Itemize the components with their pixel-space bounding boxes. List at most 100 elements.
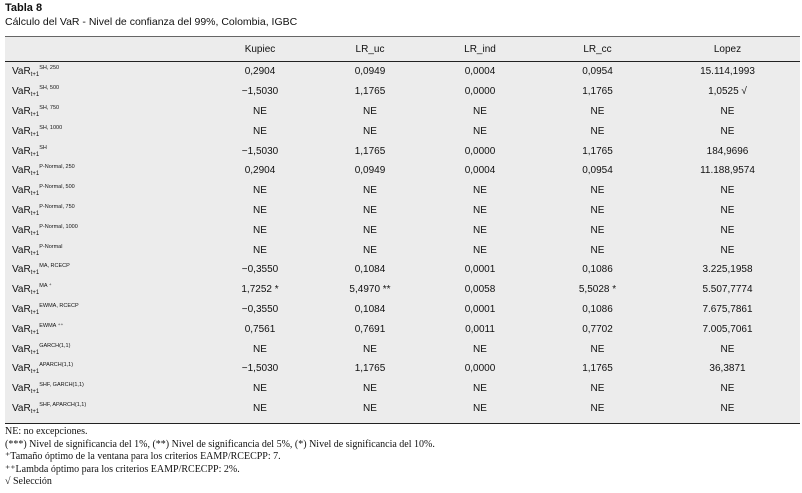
table-cell: 0,0000 bbox=[464, 363, 496, 375]
table-cell: 0,7561 bbox=[244, 323, 276, 335]
table-cell: 5,5028 * bbox=[578, 284, 617, 296]
row-label-base: VaR bbox=[12, 185, 31, 197]
row-label-sub: t+1 bbox=[30, 72, 40, 79]
table-cell: 0,0001 bbox=[464, 303, 496, 315]
table-cell: 0,2904 bbox=[244, 66, 276, 78]
row-label: VaRt+1EWMA, RCECP bbox=[5, 300, 200, 320]
table-cell: NE bbox=[590, 125, 605, 137]
table-cell: 3.225,1958 bbox=[702, 264, 753, 276]
table-cell: 0,7702 bbox=[582, 323, 613, 335]
note-line: √ Selección bbox=[5, 476, 52, 487]
row-label-sup: P-Normal, 250 bbox=[39, 164, 75, 171]
row-label-base: VaR bbox=[12, 363, 31, 375]
row-label: VaRt+1P-Normal, 750 bbox=[5, 201, 200, 221]
table-notes: NE: no excepciones. (***) Nivel de signif… bbox=[5, 426, 435, 489]
table-cell: 0,0000 bbox=[464, 86, 496, 98]
row-label-sup: SHF, GARCH(1,1) bbox=[39, 382, 84, 389]
table-cell: 0,1086 bbox=[582, 264, 613, 276]
row-label-base: VaR bbox=[12, 402, 31, 414]
table-row: VaRt+1SHF, GARCH(1,1) NE NE NE NE NE bbox=[5, 379, 800, 399]
table-cell: NE bbox=[473, 185, 487, 197]
table-cell: NE bbox=[590, 105, 605, 117]
note-line: ⁺⁺Lambda óptimo para los criterios EAMP/… bbox=[5, 463, 240, 475]
table-cell: 5,4970 ** bbox=[349, 284, 391, 296]
table-cell: NE bbox=[720, 105, 735, 117]
row-label: VaRt+1SH, 750 bbox=[5, 102, 200, 122]
table-row: VaRt+1P-Normal NE NE NE NE NE bbox=[5, 240, 800, 260]
row-label-sub: t+1 bbox=[30, 369, 40, 376]
table-cell: 0,0949 bbox=[354, 66, 386, 78]
var-table: Kupiec LR_uc LR_ind LR_cc Lopez VaRt+1SH, 25… bbox=[5, 37, 800, 418]
row-label-base: VaR bbox=[12, 224, 31, 236]
table-cell: −1,5030 bbox=[241, 363, 279, 375]
column-header: LR_ind bbox=[420, 37, 540, 62]
row-label-sub: t+1 bbox=[30, 329, 40, 336]
row-label-sub: t+1 bbox=[30, 290, 40, 297]
table-cell: NE bbox=[720, 224, 735, 236]
table-cell: NE bbox=[253, 383, 267, 395]
row-label: VaRt+1SH, 1000 bbox=[5, 121, 200, 141]
table-cell: 0,0949 bbox=[354, 165, 386, 177]
row-label-sub: t+1 bbox=[30, 250, 40, 257]
column-header: Kupiec bbox=[200, 37, 320, 62]
row-label-base: VaR bbox=[12, 244, 31, 256]
table-cell: NE bbox=[363, 224, 377, 236]
row-label: VaRt+1EWMA ⁺⁺ bbox=[5, 319, 200, 339]
row-label: VaRt+1MA ⁺ bbox=[5, 280, 200, 300]
table-cell: 0,1086 bbox=[582, 303, 613, 315]
table-cell: 0,0011 bbox=[465, 323, 495, 335]
row-label: VaRt+1P-Normal bbox=[5, 240, 200, 260]
table-cell: 1,1765 bbox=[354, 145, 386, 157]
row-label-base: VaR bbox=[12, 383, 31, 395]
row-label-sup: EWMA ⁺⁺ bbox=[39, 322, 64, 329]
table-cell: −0,3550 bbox=[241, 264, 279, 276]
table-cell: NE bbox=[720, 244, 735, 256]
table-cell: NE bbox=[473, 244, 487, 256]
table-cell: 1,7252 * bbox=[241, 284, 279, 296]
table-cell: NE bbox=[720, 185, 735, 197]
table-cell: NE bbox=[253, 244, 267, 256]
table-row: VaRt+1GARCH(1,1) NE NE NE NE NE bbox=[5, 339, 800, 359]
table-row: VaRt+1SH, 250 0,2904 0,0949 0,0004 0,0954 15.… bbox=[5, 62, 800, 82]
var-table-container: Kupiec LR_uc LR_ind LR_cc Lopez VaRt+1SH, 25… bbox=[5, 36, 800, 424]
row-label-sup: P-Normal, 500 bbox=[39, 184, 75, 191]
table-cell: −0,3550 bbox=[241, 303, 279, 315]
table-row: VaRt+1MA ⁺ 1,7252 * 5,4970 ** 0,0058 5,5028 … bbox=[5, 280, 800, 300]
table-cell: NE bbox=[363, 185, 377, 197]
table-cell: NE bbox=[473, 204, 487, 216]
header-row: Kupiec LR_uc LR_ind LR_cc Lopez bbox=[5, 37, 800, 62]
table-cell: NE bbox=[590, 402, 605, 414]
row-label-base: VaR bbox=[12, 86, 31, 98]
table-cell: 0,1084 bbox=[354, 264, 386, 276]
row-label-sup: SH bbox=[39, 144, 47, 151]
row-label: VaRt+1SH bbox=[5, 141, 200, 161]
table-cell: NE bbox=[590, 343, 605, 355]
table-subtitle: Cálculo del VaR - Nivel de confianza del… bbox=[5, 16, 298, 28]
row-label: VaRt+1P-Normal, 250 bbox=[5, 161, 200, 181]
row-label-base: VaR bbox=[12, 125, 31, 137]
row-label-sup: EWMA, RCECP bbox=[39, 302, 79, 309]
row-label: VaRt+1P-Normal, 500 bbox=[5, 181, 200, 201]
table-row: VaRt+1EWMA, RCECP −0,3550 0,1084 0,0001 0,10… bbox=[5, 300, 800, 320]
table-cell: 0,0004 bbox=[464, 165, 496, 177]
table-cell: NE bbox=[363, 402, 377, 414]
table-cell: NE bbox=[473, 105, 487, 117]
table-row: VaRt+1SH, 1000 NE NE NE NE NE bbox=[5, 121, 800, 141]
table-cell: NE bbox=[473, 224, 487, 236]
row-label-sub: t+1 bbox=[30, 151, 40, 158]
table-cell: NE bbox=[473, 402, 487, 414]
table-cell: 1,1765 bbox=[582, 145, 613, 157]
row-label-sub: t+1 bbox=[30, 230, 40, 237]
table-cell: NE bbox=[363, 125, 377, 137]
table-title: Tabla 8 bbox=[5, 2, 43, 14]
table-cell: NE bbox=[473, 343, 487, 355]
row-label-sup: SHF, APARCH(1,1) bbox=[39, 401, 87, 408]
table-cell: NE bbox=[720, 402, 735, 414]
row-label-base: VaR bbox=[12, 204, 31, 216]
row-label-sub: t+1 bbox=[30, 111, 40, 118]
row-label-sub: t+1 bbox=[30, 309, 40, 316]
row-label-base: VaR bbox=[12, 303, 31, 315]
table-cell: 36,3871 bbox=[709, 363, 746, 375]
table-cell: −1,5030 bbox=[241, 145, 279, 157]
table-cell: NE bbox=[253, 185, 267, 197]
